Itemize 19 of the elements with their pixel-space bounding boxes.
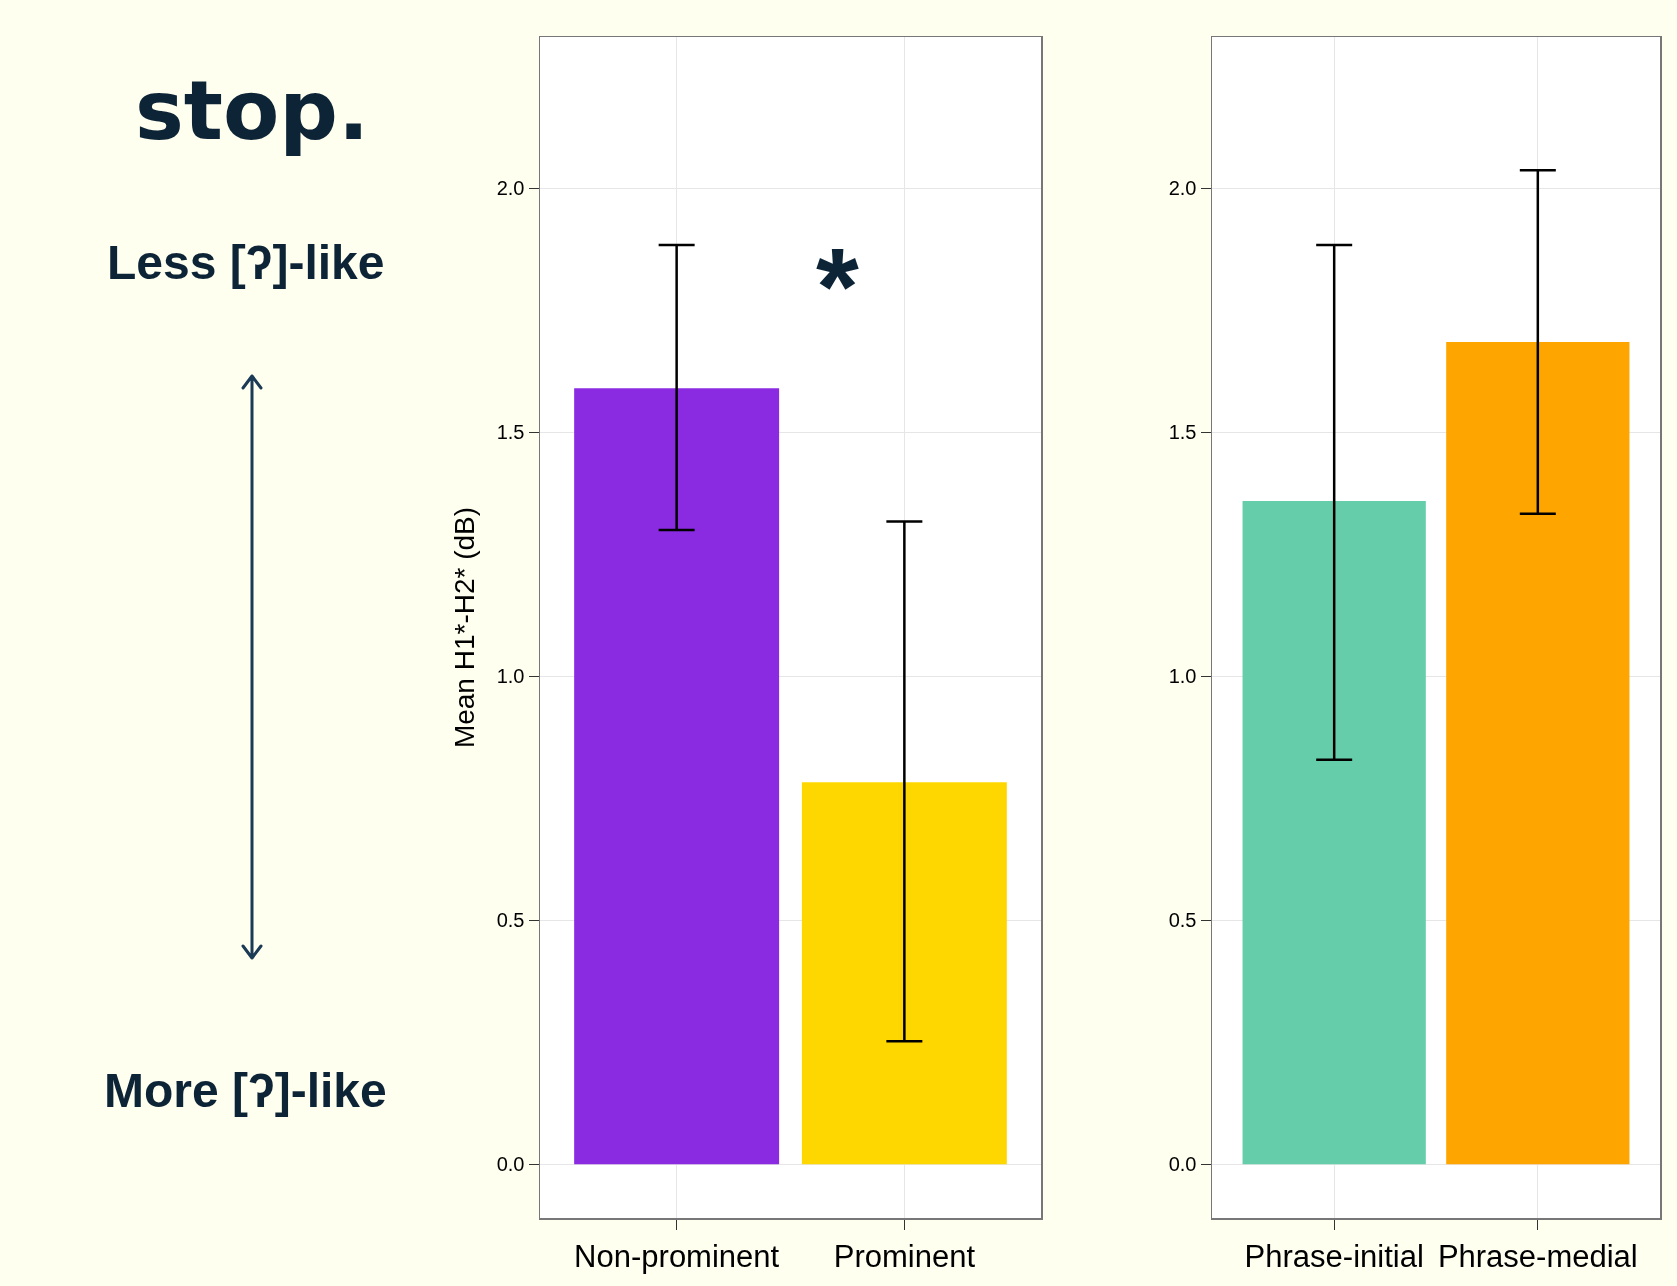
chart-title: stop.	[135, 62, 370, 158]
y-tick-label: 1.5	[496, 421, 525, 444]
x-tick-label: Phrase-medial	[1437, 1238, 1638, 1274]
annotation: *	[816, 224, 859, 347]
y-tick-label: 0.0	[496, 1153, 525, 1176]
y-tick-label: 2.0	[496, 177, 525, 200]
y-tick-label: 1.0	[496, 665, 525, 688]
x-tick-label: Prominent	[833, 1238, 976, 1274]
y-tick-label: 0.0	[1168, 1153, 1197, 1176]
text: Less [ʔ]-like	[107, 236, 385, 289]
x-tick-label: Non-prominent	[574, 1238, 780, 1274]
y-axis-title: Mean H1*-H2* (dB)	[448, 506, 480, 749]
x-tick-label: Phrase-initial	[1244, 1238, 1424, 1274]
text: More [ʔ]-like	[104, 1064, 387, 1117]
y-tick-label: 1.0	[1168, 665, 1197, 688]
y-tick-label: 2.0	[1168, 177, 1197, 200]
y-tick-label: 1.5	[1168, 421, 1197, 444]
y-tick-label: 0.5	[1168, 909, 1197, 932]
y-tick-label: 0.5	[496, 909, 525, 932]
